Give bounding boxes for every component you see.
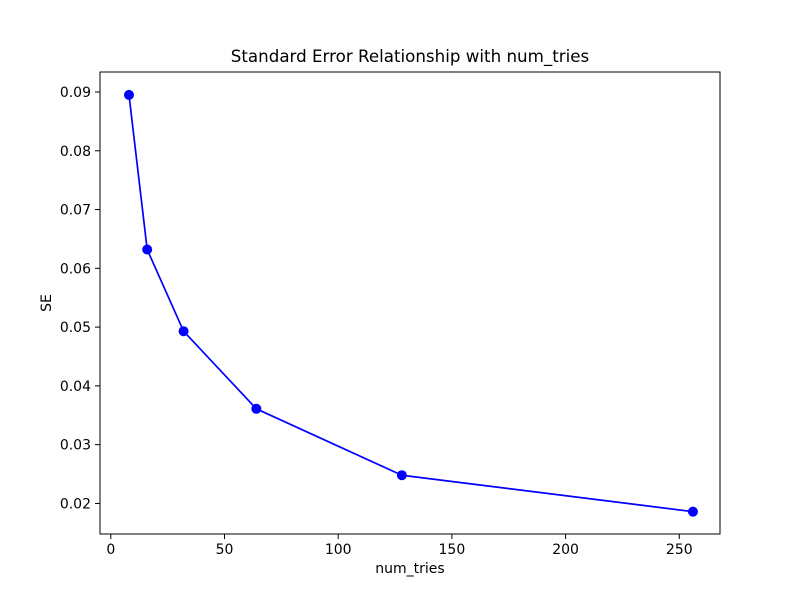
y-tick-label: 0.04: [60, 379, 91, 395]
y-tick-label: 0.02: [60, 496, 91, 512]
y-tick-label: 0.06: [60, 261, 91, 277]
y-axis-label: SE: [39, 294, 55, 312]
y-tick-label: 0.08: [60, 144, 91, 160]
data-point-marker: [687, 506, 698, 517]
x-tick-label: 0: [106, 542, 115, 558]
data-point-marker: [123, 89, 134, 100]
plot-area: 0 50 100 150 200 250 0.02 0.03 0.04 0.05 0.06 0.07 0…: [60, 71, 721, 558]
y-tick-label: 0.03: [60, 438, 91, 454]
plot-border: [99, 71, 721, 535]
x-tick-label: 200: [552, 542, 579, 558]
data-point-marker: [178, 326, 189, 337]
x-tick-label: 150: [439, 542, 466, 558]
series-line: [128, 94, 694, 513]
y-tick-label: 0.09: [60, 85, 91, 101]
x-tick-label: 100: [325, 542, 352, 558]
data-point-marker: [396, 470, 407, 481]
y-tick-label: 0.05: [60, 320, 91, 336]
data-point-marker: [251, 403, 262, 414]
chart-title: Standard Error Relationship with num_tri…: [231, 46, 589, 67]
data-point-marker: [142, 244, 153, 255]
y-tick-label: 0.07: [60, 203, 91, 219]
x-tick-label: 250: [666, 542, 693, 558]
x-axis-label: num_tries: [375, 561, 444, 577]
x-tick-label: 50: [216, 542, 234, 558]
